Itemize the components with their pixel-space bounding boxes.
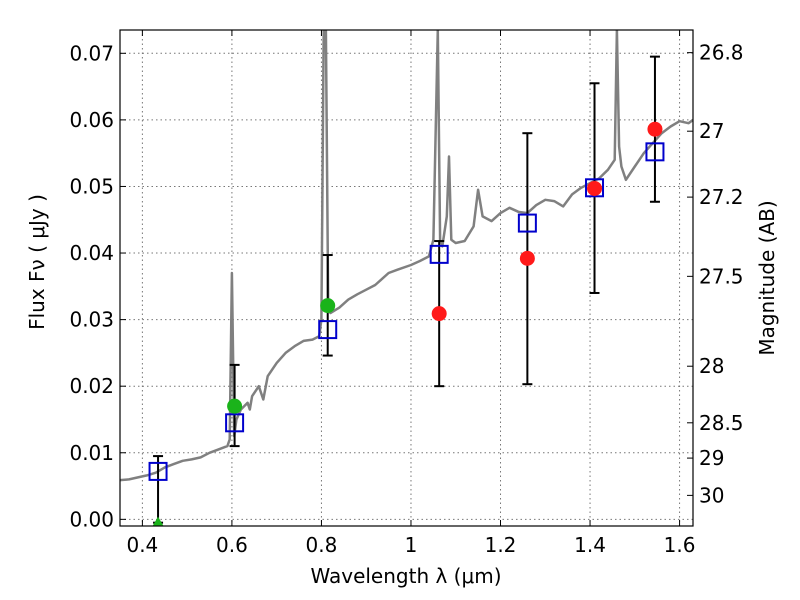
- y-right-tick-label: 28: [699, 354, 724, 378]
- y-right-tick-label: 28.5: [699, 411, 744, 435]
- y-tick-label: 0.05: [69, 174, 114, 198]
- measurement-point: [227, 398, 243, 414]
- y-tick-label: 0.07: [69, 41, 114, 65]
- measurement-point: [320, 298, 336, 314]
- spectrum-line: [120, 30, 693, 482]
- y-right-tick-label: 30: [699, 483, 724, 507]
- model-square: [645, 142, 665, 162]
- y-axis-label: Flux Fν ( μJy ): [25, 194, 49, 330]
- measurement-point: [519, 250, 535, 266]
- y-tick-label: 0.00: [69, 507, 114, 531]
- y-right-tick-label: 27.2: [699, 185, 744, 209]
- ticks: 0.4 0.6 0.8 1 1.2 1.4 1.6 0.00 0.01 0.02 0.03 0.04 0…: [69, 30, 744, 557]
- measurement-point: [152, 516, 164, 526]
- measurement-point: [431, 306, 447, 322]
- y-tick-label: 0.04: [69, 241, 114, 265]
- x-tick-label: 1.2: [485, 533, 517, 557]
- grid: [120, 30, 693, 526]
- model-square: [517, 213, 537, 233]
- y-right-tick-label: 29: [699, 446, 724, 470]
- model-square: [225, 413, 245, 433]
- y-tick-label: 0.02: [69, 374, 114, 398]
- x-tick-label: 1: [405, 533, 418, 557]
- x-tick-label: 0.6: [216, 533, 248, 557]
- x-tick-label: 1.4: [574, 533, 606, 557]
- y-tick-label: 0.01: [69, 441, 114, 465]
- measurement-point: [647, 121, 663, 137]
- x-axis-label: Wavelength λ (μm): [310, 564, 501, 588]
- y-axis-right-label: Magnitude (AB): [755, 200, 779, 355]
- y-right-tick-label: 27.5: [699, 264, 744, 288]
- y-tick-label: 0.03: [69, 308, 114, 332]
- x-tick-label: 0.8: [306, 533, 338, 557]
- spectrum: [120, 30, 693, 482]
- model-square: [318, 320, 338, 340]
- model-squares: [148, 142, 665, 481]
- plot-frame: [119, 29, 694, 527]
- measurement-points: [152, 121, 663, 526]
- measurement-point: [587, 180, 603, 196]
- x-tick-label: 1.6: [664, 533, 696, 557]
- y-tick-label: 0.06: [69, 108, 114, 132]
- y-right-tick-label: 27: [699, 119, 724, 143]
- model-square: [429, 244, 449, 264]
- y-right-tick-label: 26.8: [699, 41, 744, 65]
- x-tick-label: 0.4: [126, 533, 158, 557]
- model-square: [148, 461, 168, 481]
- model-square: [585, 178, 605, 198]
